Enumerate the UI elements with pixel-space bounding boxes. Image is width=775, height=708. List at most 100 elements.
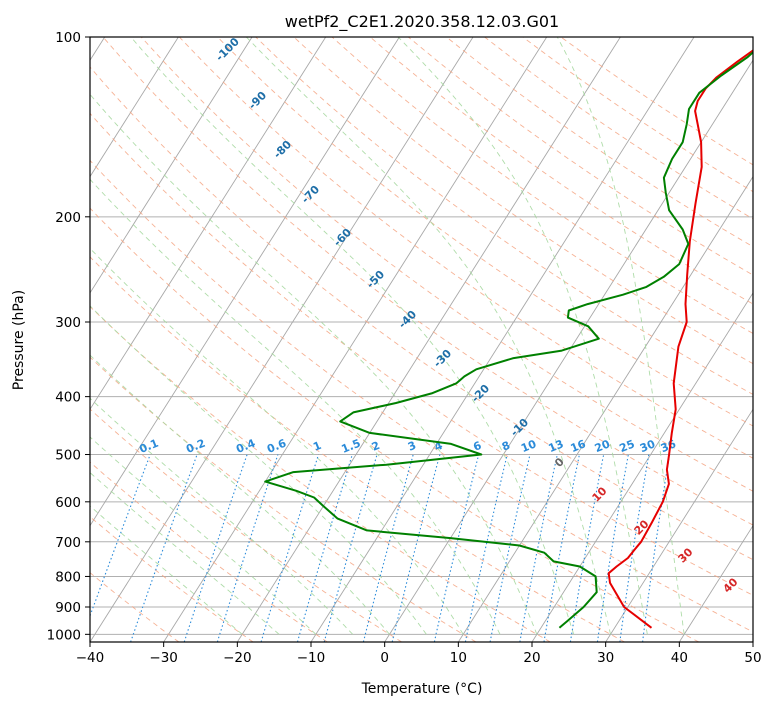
dry-adiabat-line bbox=[369, 37, 753, 305]
isotherm-line bbox=[163, 37, 548, 642]
isotherm-label: -40 bbox=[396, 308, 419, 331]
y-tick-label: 400 bbox=[55, 390, 81, 406]
mixing-ratio-label: 30 bbox=[638, 437, 657, 455]
moist-adiabat-line bbox=[245, 37, 611, 635]
mixing-ratio-label: 0.4 bbox=[234, 436, 257, 455]
isotherm-line bbox=[384, 59, 753, 642]
isotherm-label: -10 bbox=[508, 416, 531, 439]
moist-adiabat-line bbox=[130, 37, 575, 635]
mixing-ratio-line bbox=[260, 454, 320, 642]
y-tick-label: 300 bbox=[55, 315, 81, 331]
mixing-ratio-label: 1.5 bbox=[339, 437, 362, 456]
dry-adiabat-line bbox=[560, 37, 753, 166]
x-axis-label: Temperature (°C) bbox=[361, 681, 483, 697]
x-tick-label: 30 bbox=[597, 650, 614, 666]
x-tick-label: 40 bbox=[671, 650, 688, 666]
isotherm-line bbox=[90, 37, 179, 178]
y-tick-label: 100 bbox=[55, 30, 81, 46]
x-tick-label: −20 bbox=[223, 650, 252, 666]
y-tick-label: 900 bbox=[55, 600, 81, 616]
mixing-ratio-line bbox=[183, 454, 248, 642]
isotherm-label: 30 bbox=[676, 545, 696, 565]
isotherm-label: 40 bbox=[721, 575, 741, 595]
mixing-ratio-label: 2 bbox=[370, 439, 382, 454]
mixing-ratio-label: 13 bbox=[546, 437, 565, 455]
x-tick-label: −30 bbox=[149, 650, 178, 666]
isotherm-line bbox=[90, 37, 327, 411]
moist-adiabat-line bbox=[90, 397, 354, 635]
isotherm-label: -70 bbox=[299, 183, 322, 206]
dry-adiabat-line bbox=[446, 37, 753, 248]
x-tick-label: 10 bbox=[450, 650, 467, 666]
dry-adiabat-line bbox=[90, 356, 477, 642]
y-tick-label: 200 bbox=[55, 210, 81, 226]
isotherm-line bbox=[236, 37, 621, 642]
isotherm-line bbox=[531, 292, 753, 642]
mixing-ratio-line bbox=[296, 454, 353, 642]
line-labels: 0.1 0.2 0.4 0.6 1 1.5 2 3 4 6 8 10 13 16 20 25 30 36-100-… bbox=[137, 35, 740, 596]
moist-adiabat-line bbox=[90, 247, 464, 635]
isotherm-line bbox=[90, 37, 400, 527]
x-tick-label: 20 bbox=[523, 650, 540, 666]
plot-frame bbox=[89, 36, 754, 643]
mixing-ratio-line bbox=[391, 454, 441, 642]
isotherm-line bbox=[457, 175, 753, 642]
moist-adiabat-line bbox=[90, 505, 243, 635]
dry-adiabat-line bbox=[293, 37, 753, 365]
mixing-ratio-line bbox=[323, 454, 378, 642]
mixing-ratio-label: 10 bbox=[519, 437, 538, 455]
dry-adiabat-line bbox=[90, 408, 402, 642]
temperature-line bbox=[607, 49, 753, 629]
isotherm-line bbox=[90, 37, 253, 294]
dry-adiabat-line bbox=[178, 37, 753, 459]
dry-adiabat-line bbox=[102, 37, 753, 526]
mixing-ratio-label: 8 bbox=[500, 439, 512, 454]
x-tick-label: 0 bbox=[380, 650, 389, 666]
mixing-ratio-label: 25 bbox=[618, 437, 637, 455]
dry-adiabat-line bbox=[484, 37, 753, 220]
mixing-ratio-label: 0.6 bbox=[265, 436, 288, 455]
isotherm-line bbox=[310, 37, 695, 642]
chart-title: wetPf2_C2E1.2020.358.12.03.G01 bbox=[285, 12, 559, 32]
x-axis: −40 −30 −20 −10 0 10 20 30 40 50 bbox=[76, 642, 762, 666]
dry-adiabat-line bbox=[90, 207, 700, 642]
isotherm-line bbox=[90, 37, 474, 642]
mixing-ratio-line bbox=[433, 454, 480, 642]
x-tick-label: −10 bbox=[297, 650, 326, 666]
y-tick-label: 600 bbox=[55, 495, 81, 511]
isotherm-label: -30 bbox=[431, 347, 454, 370]
dry-adiabat-line bbox=[90, 461, 328, 642]
mixing-ratio-label: 16 bbox=[569, 437, 588, 455]
mixing-ratio-line bbox=[489, 454, 531, 642]
isotherm-line bbox=[605, 408, 753, 642]
background-lines bbox=[90, 37, 753, 642]
y-axis-label: Pressure (hPa) bbox=[11, 290, 27, 390]
mixing-ratio-label: 0.1 bbox=[137, 437, 160, 456]
moist-adiabat-line bbox=[397, 37, 648, 635]
moist-adiabat-line bbox=[90, 93, 538, 635]
mixing-ratio-line bbox=[216, 454, 279, 642]
dry-adiabat-line bbox=[90, 159, 753, 633]
dry-adiabat-line bbox=[217, 37, 753, 427]
isotherm-label: -90 bbox=[246, 89, 269, 112]
dry-adiabat-line bbox=[90, 66, 753, 561]
dry-adiabat-line bbox=[140, 37, 753, 492]
mixing-ratio-line bbox=[90, 454, 151, 618]
dry-adiabat-line bbox=[90, 305, 551, 642]
x-tick-label: 50 bbox=[744, 650, 761, 666]
y-tick-label: 1000 bbox=[47, 627, 81, 643]
y-tick-label: 700 bbox=[55, 535, 81, 551]
mixing-ratio-line bbox=[519, 454, 558, 642]
moist-adiabat-line bbox=[90, 354, 390, 635]
profile-lines bbox=[264, 49, 753, 629]
y-tick-label: 800 bbox=[55, 569, 81, 585]
mixing-ratio-label: 1 bbox=[311, 439, 323, 454]
isotherm-label: -80 bbox=[271, 138, 294, 161]
mixing-ratio-label: 20 bbox=[593, 437, 612, 455]
moist-adiabat-line bbox=[90, 436, 317, 635]
mixing-ratio-line bbox=[464, 454, 508, 642]
mixing-ratio-label: 36 bbox=[659, 437, 678, 455]
moist-adiabat-line bbox=[90, 472, 280, 635]
isotherm-label: -20 bbox=[469, 382, 492, 405]
dry-adiabat-line bbox=[408, 37, 753, 276]
